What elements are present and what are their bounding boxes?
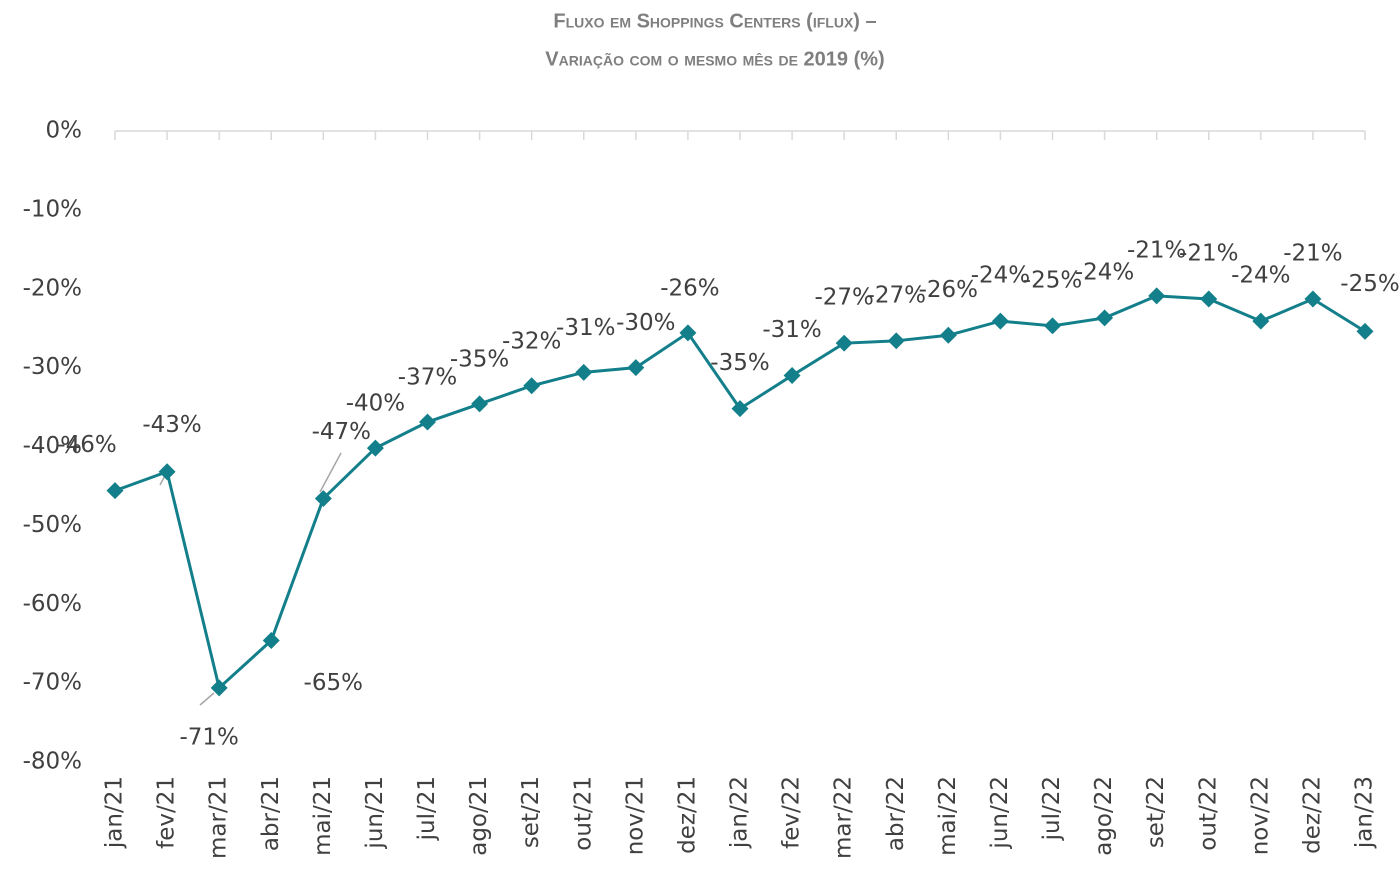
data-point <box>1096 309 1114 327</box>
data-point <box>939 326 957 344</box>
x-tick-label: mar/21 <box>206 776 232 859</box>
x-tick-label: jan/23 <box>1352 776 1378 849</box>
x-tick-label: jan/21 <box>102 776 128 849</box>
data-label: -37% <box>398 365 457 391</box>
data-label: -21% <box>1127 237 1186 263</box>
data-label: -24% <box>971 263 1030 289</box>
x-tick-label: set/21 <box>518 776 544 848</box>
data-point <box>419 413 436 431</box>
data-point <box>314 490 332 508</box>
data-label: -30% <box>616 310 675 336</box>
data-label: -43% <box>142 412 201 438</box>
data-point <box>1252 312 1270 330</box>
data-point <box>1148 287 1166 305</box>
x-tick-label: ago/21 <box>466 776 492 856</box>
y-tick-label: -20% <box>23 275 82 301</box>
data-label: -26% <box>919 277 978 303</box>
data-point <box>731 400 749 418</box>
data-label: -65% <box>304 670 363 696</box>
x-tick-label: nov/21 <box>622 776 648 855</box>
y-tick-label: -10% <box>23 196 82 222</box>
leader-line <box>319 452 342 493</box>
x-tick-label: jul/21 <box>414 776 440 841</box>
data-point <box>783 367 801 384</box>
data-point <box>835 334 853 352</box>
y-tick-label: -30% <box>23 354 82 380</box>
data-point <box>210 679 228 697</box>
x-tick-label: abr/22 <box>883 776 909 851</box>
data-point <box>1304 290 1322 308</box>
data-point <box>679 324 697 342</box>
x-tick-label: ago/22 <box>1091 776 1117 856</box>
data-point <box>366 439 384 457</box>
data-label: -21% <box>1179 241 1238 267</box>
x-tick-label: set/22 <box>1143 776 1169 848</box>
data-label: -27% <box>867 282 926 308</box>
x-tick-label: out/22 <box>1195 776 1221 851</box>
y-tick-label: -40% <box>23 433 82 459</box>
data-label: -26% <box>660 275 719 301</box>
x-tick-label: fev/22 <box>779 776 805 849</box>
data-label: -27% <box>814 285 873 311</box>
data-label: -35% <box>710 350 769 376</box>
data-label: -35% <box>450 346 509 372</box>
y-tick-label: -80% <box>23 749 82 775</box>
data-point <box>262 632 280 650</box>
data-point <box>1356 322 1374 340</box>
data-label: -40% <box>346 391 405 417</box>
x-tick-label: mai/22 <box>935 776 961 856</box>
x-tick-label: jun/22 <box>987 776 1013 850</box>
data-label: -47% <box>312 419 371 445</box>
x-tick-label: jan/22 <box>727 776 753 849</box>
data-label: -24% <box>1231 263 1290 289</box>
data-label: -31% <box>762 317 821 343</box>
data-point <box>887 332 905 350</box>
y-tick-label: -50% <box>23 512 82 538</box>
x-tick-label: abr/21 <box>258 776 284 851</box>
data-label: -31% <box>556 315 615 341</box>
data-label: -25% <box>1340 271 1399 297</box>
data-label: -46% <box>57 432 116 458</box>
data-point <box>1200 290 1218 308</box>
x-tick-label: mar/22 <box>831 776 857 859</box>
leader-line <box>199 692 215 706</box>
y-tick-label: -60% <box>23 591 82 617</box>
data-label: -24% <box>1075 259 1134 285</box>
data-point <box>575 363 593 381</box>
x-tick-label: out/21 <box>570 776 596 851</box>
x-tick-label: dez/21 <box>674 776 700 854</box>
data-point <box>106 482 124 500</box>
chart-title: Variação com o mesmo mês de 2019 (%) <box>545 48 884 70</box>
data-label: -21% <box>1283 241 1342 267</box>
x-tick-label: mai/21 <box>310 776 336 856</box>
data-point <box>991 312 1009 330</box>
data-point <box>158 463 176 481</box>
data-label: -71% <box>179 724 238 750</box>
data-label: -32% <box>502 328 561 354</box>
chart-title: Fluxo em Shoppings Centers (iflux) – <box>553 10 876 32</box>
data-point <box>627 359 645 377</box>
y-tick-label: -70% <box>23 670 82 696</box>
x-tick-label: dez/22 <box>1299 776 1325 854</box>
x-tick-label: jun/21 <box>362 776 388 850</box>
x-tick-label: jul/22 <box>1039 776 1065 841</box>
x-tick-label: nov/22 <box>1247 776 1273 855</box>
y-tick-label: 0% <box>46 118 83 144</box>
data-point <box>523 377 541 395</box>
data-point <box>471 395 489 413</box>
data-label: -25% <box>1023 267 1082 293</box>
x-tick-label: fev/21 <box>154 776 180 849</box>
data-point <box>1044 317 1061 335</box>
